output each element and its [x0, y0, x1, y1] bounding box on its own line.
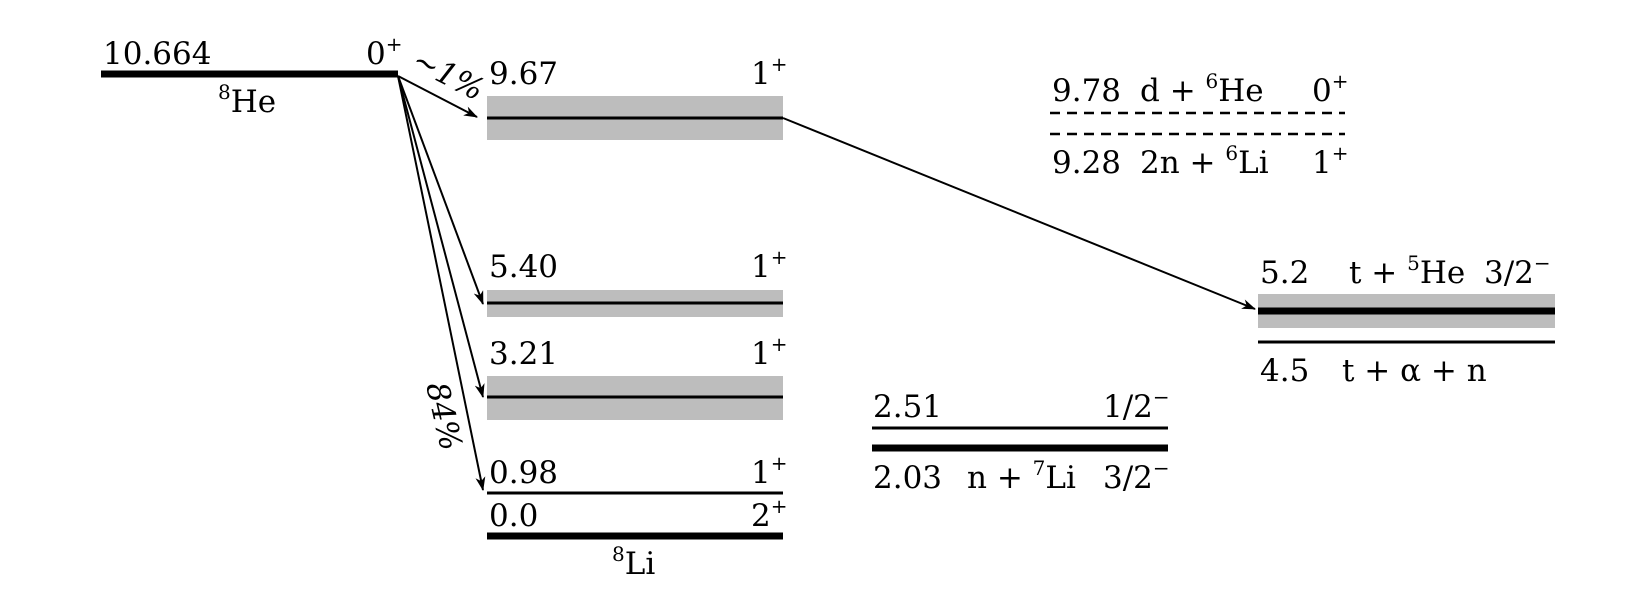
level-0-98-spin: 1+: [751, 451, 788, 491]
parent-energy-label: 10.664: [103, 36, 211, 72]
level-0-98-energy: 0.98: [489, 455, 558, 491]
t5he-jp: 3/2−: [1484, 251, 1551, 291]
decay-arrow-to-5-40: [397, 75, 484, 305]
level-3-21-energy: 3.21: [489, 336, 558, 372]
n7li-excited-jp: 1/2−: [1103, 385, 1170, 425]
n7li-threshold-energy: 2.03: [873, 460, 942, 496]
t5he-channel: t + 5He: [1349, 251, 1465, 291]
decay-arrow-to-3-21: [397, 75, 485, 398]
tan-threshold-energy: 4.5: [1260, 353, 1309, 389]
level-3-21-spin: 1+: [751, 332, 788, 372]
level-9-67-spin: 1+: [751, 52, 788, 92]
threshold-d6he-channel: d + 6He: [1140, 69, 1264, 109]
n7li-threshold-channel: n + 7Li: [967, 456, 1076, 496]
threshold-d6he-energy: 9.78: [1052, 73, 1121, 109]
branching-ratio-ground-side: 84%: [418, 379, 469, 454]
level-9-67-energy: 9.67: [489, 56, 558, 92]
n7li-threshold-jp: 3/2−: [1103, 456, 1170, 496]
breakup-arrow-to-t5he: [782, 117, 1256, 310]
tan-threshold-channel: t + α + n: [1342, 353, 1487, 389]
branching-ratio-9-67: ~1%: [406, 42, 489, 108]
parent-nucleus-label: 8He: [218, 80, 276, 120]
daughter-nucleus-label: 8Li: [612, 542, 655, 582]
threshold-2n6li-jp: 1+: [1312, 141, 1349, 181]
decay-arrow-to-9-67: [397, 75, 478, 118]
threshold-2n6li-channel: 2n + 6Li: [1140, 141, 1269, 181]
threshold-d6he-jp: 0+: [1312, 69, 1349, 109]
decay-arrow-to-0-98: [397, 75, 486, 491]
level-ground-spin: 2+: [751, 494, 788, 534]
n7li-excited-energy: 2.51: [873, 389, 942, 425]
level-5-40-spin: 1+: [751, 245, 788, 285]
t5he-energy: 5.2: [1260, 255, 1309, 291]
level-ground-energy: 0.0: [489, 498, 538, 534]
threshold-2n6li-energy: 9.28: [1052, 145, 1121, 181]
parent-spin-label: 0+: [366, 32, 403, 72]
level-5-40-energy: 5.40: [489, 249, 558, 285]
